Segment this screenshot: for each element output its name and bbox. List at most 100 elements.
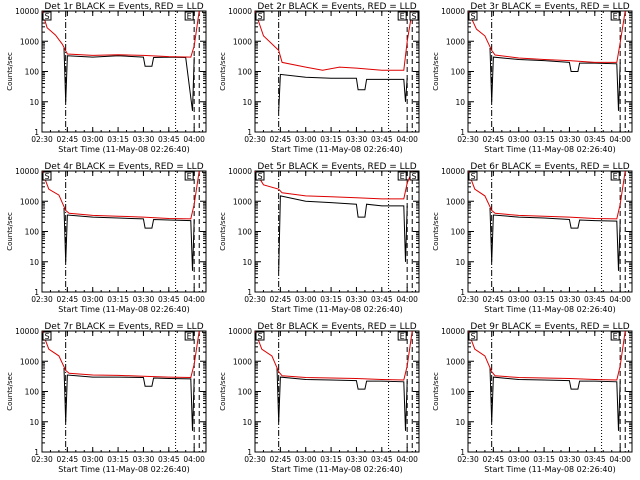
y-tick-label: 10 <box>455 258 465 267</box>
x-tick-label: 03:00 <box>82 295 104 304</box>
series-line-lld <box>468 331 626 381</box>
x-tick-label: 03:45 <box>158 135 180 144</box>
x-tick-label: 03:45 <box>584 295 606 304</box>
x-tick-label: 02:30 <box>244 295 266 304</box>
end-marker-label: E <box>187 332 192 341</box>
end-marker-box <box>610 331 620 341</box>
x-tick-label: 03:15 <box>107 135 129 144</box>
y-tick-label: 1 <box>460 128 465 137</box>
end-marker-label: E <box>613 332 618 341</box>
y-tick-label: 1000 <box>446 37 465 46</box>
x-axis-label: Start Time (11-May-08 02:26:40) <box>58 145 189 154</box>
y-tick-label: 1 <box>34 288 39 297</box>
y-tick-label: 1 <box>34 128 39 137</box>
extra-marker-label: S <box>411 12 416 21</box>
x-tick-label: 02:30 <box>31 135 53 144</box>
end-marker-box <box>184 11 194 21</box>
y-tick-label: 1 <box>247 288 252 297</box>
end-marker-label: E <box>613 172 618 181</box>
end-marker-label: E <box>187 12 192 21</box>
x-tick-label: 04:00 <box>609 135 631 144</box>
panel-title: Det 9r BLACK = Events, RED = LLD <box>470 322 629 332</box>
panel-title: Det 7r BLACK = Events, RED = LLD <box>44 322 203 332</box>
x-tick-label: 03:15 <box>533 295 555 304</box>
x-tick-label: 02:45 <box>57 455 79 464</box>
y-axis-label: Counts/sec <box>6 212 14 251</box>
x-tick-label: 03:30 <box>559 135 581 144</box>
end-marker-label: E <box>400 12 405 21</box>
x-tick-label: 03:45 <box>371 135 393 144</box>
y-tick-label: 1000 <box>446 357 465 366</box>
panel-title: Det 4r BLACK = Events, RED = LLD <box>44 162 203 172</box>
x-tick-label: 02:30 <box>244 135 266 144</box>
x-tick-label: 04:00 <box>396 455 418 464</box>
series-line-events <box>63 207 195 271</box>
x-tick-label: 02:45 <box>270 135 292 144</box>
y-tick-label: 10 <box>242 418 252 427</box>
x-axis-label: Start Time (11-May-08 02:26:40) <box>271 145 402 154</box>
start-marker-box <box>255 11 265 21</box>
start-marker-label: S <box>470 12 475 21</box>
x-tick-label: 03:30 <box>346 295 368 304</box>
x-tick-label: 03:00 <box>508 295 530 304</box>
start-marker-label: S <box>44 12 49 21</box>
y-tick-label: 10000 <box>441 167 465 176</box>
series-line-lld <box>255 331 413 381</box>
y-tick-label: 100 <box>25 388 40 397</box>
panel-title: Det 5r BLACK = Events, RED = LLD <box>257 162 416 172</box>
chart-panel: Det 7r BLACK = Events, RED = LLD 1 10 100 10… <box>6 322 207 474</box>
x-tick-label: 02:30 <box>457 135 479 144</box>
start-marker-box <box>255 331 265 341</box>
series-line-events <box>489 47 621 111</box>
plot-area <box>42 331 200 452</box>
y-tick-label: 10000 <box>15 7 39 16</box>
panel-title: Det 1r BLACK = Events, RED = LLD <box>44 2 203 12</box>
x-axis-label: Start Time (11-May-08 02:26:40) <box>271 305 402 314</box>
series-line-events <box>276 367 408 431</box>
start-marker-label: S <box>257 172 262 181</box>
end-marker-box <box>184 331 194 341</box>
x-tick-label: 02:45 <box>483 455 505 464</box>
series-line-lld <box>255 171 413 200</box>
x-tick-label: 03:00 <box>82 135 104 144</box>
chart-panel: Det 1r BLACK = Events, RED = LLD 1 10 100 10… <box>6 2 207 154</box>
y-axis-label: Counts/sec <box>6 372 14 411</box>
x-tick-label: 03:00 <box>295 455 317 464</box>
y-tick-label: 10 <box>29 98 39 107</box>
x-tick-label: 04:00 <box>609 455 631 464</box>
panel-title: Det 3r BLACK = Events, RED = LLD <box>470 2 629 12</box>
x-tick-label: 03:30 <box>559 455 581 464</box>
series-line-lld <box>42 11 200 58</box>
x-tick-label: 02:30 <box>244 455 266 464</box>
series-line-events <box>489 367 621 431</box>
y-tick-label: 1000 <box>20 197 39 206</box>
x-axis-label: Start Time (11-May-08 02:26:40) <box>58 305 189 314</box>
start-marker-label: S <box>257 332 262 341</box>
y-tick-label: 1 <box>460 288 465 297</box>
x-tick-label: 02:30 <box>31 455 53 464</box>
y-tick-label: 10 <box>455 98 465 107</box>
x-axis-label: Start Time (11-May-08 02:26:40) <box>271 465 402 474</box>
start-marker-label: S <box>44 332 49 341</box>
x-tick-label: 03:30 <box>133 455 155 464</box>
plot-area <box>255 171 413 292</box>
plot-frame <box>254 10 420 133</box>
y-tick-label: 10000 <box>15 167 39 176</box>
y-tick-label: 100 <box>25 68 40 77</box>
x-tick-label: 03:30 <box>346 455 368 464</box>
y-tick-label: 1000 <box>233 357 252 366</box>
x-tick-label: 03:00 <box>82 455 104 464</box>
y-tick-label: 100 <box>238 68 253 77</box>
y-tick-label: 1 <box>34 448 39 457</box>
panel-title: Det 8r BLACK = Events, RED = LLD <box>257 322 416 332</box>
start-marker-label: S <box>44 172 49 181</box>
y-tick-label: 1000 <box>233 197 252 206</box>
y-axis-label: Counts/sec <box>219 52 227 91</box>
plot-area <box>468 171 626 292</box>
y-tick-label: 1 <box>247 128 252 137</box>
x-tick-label: 02:45 <box>270 295 292 304</box>
y-tick-label: 100 <box>451 68 466 77</box>
chart-panel: Det 3r BLACK = Events, RED = LLD 1 10 100 10… <box>432 2 633 154</box>
y-tick-label: 10000 <box>441 7 465 16</box>
x-tick-label: 03:45 <box>158 295 180 304</box>
